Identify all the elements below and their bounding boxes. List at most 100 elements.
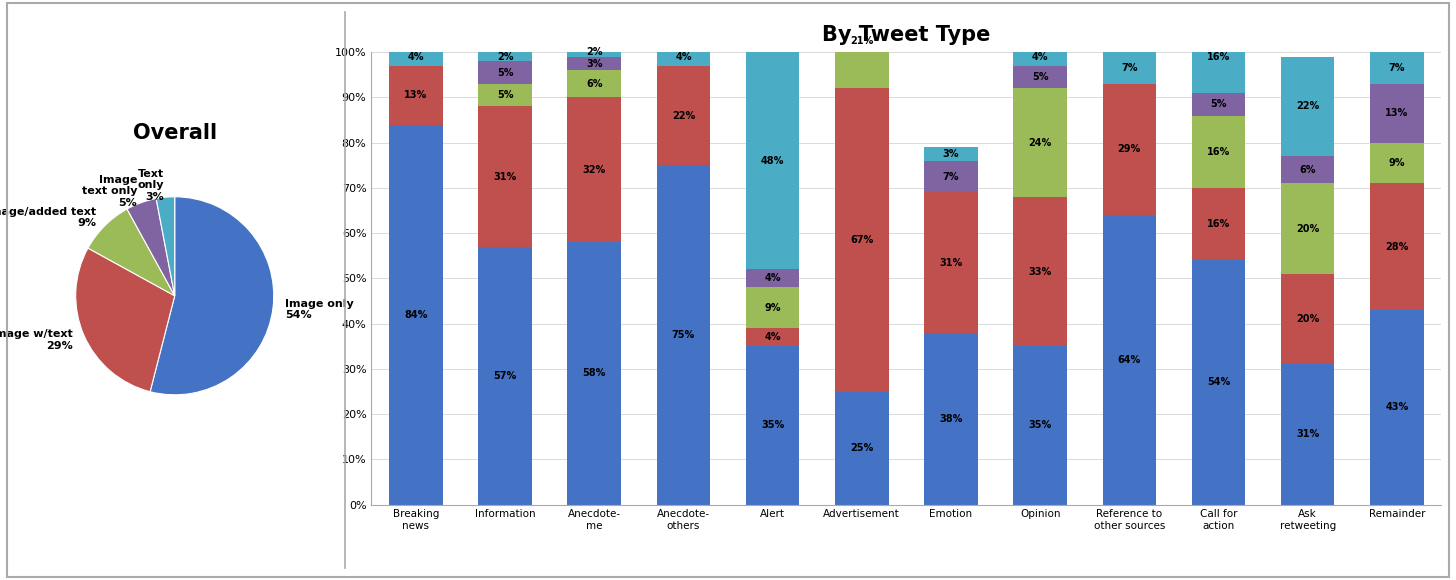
Bar	[478, 246, 531, 505]
Text: 16%: 16%	[1207, 52, 1230, 61]
Text: 31%: 31%	[494, 172, 517, 182]
Text: 13%: 13%	[1385, 108, 1408, 118]
Bar	[478, 107, 531, 246]
Bar	[478, 61, 531, 84]
Title: By Tweet Type: By Tweet Type	[823, 25, 990, 45]
Bar	[1370, 52, 1424, 84]
Bar	[568, 242, 622, 505]
Bar	[1370, 143, 1424, 183]
Bar	[1370, 84, 1424, 143]
Text: 64%: 64%	[1118, 355, 1142, 365]
Bar	[925, 193, 978, 333]
Text: 28%: 28%	[1385, 242, 1408, 252]
Bar	[925, 161, 978, 193]
Text: Image w/text
29%: Image w/text 29%	[0, 329, 73, 351]
Text: 54%: 54%	[1207, 378, 1230, 387]
Bar	[1013, 346, 1067, 505]
Text: 43%: 43%	[1385, 403, 1408, 412]
Text: 9%: 9%	[764, 303, 780, 313]
Bar	[478, 52, 531, 61]
Text: 2%: 2%	[496, 52, 514, 61]
Text: 7%: 7%	[942, 172, 960, 182]
Bar	[745, 328, 799, 346]
Bar	[1281, 183, 1335, 274]
Bar	[745, 269, 799, 288]
Bar	[389, 125, 443, 505]
Bar	[925, 147, 978, 161]
Wedge shape	[127, 198, 175, 296]
Wedge shape	[76, 248, 175, 392]
Text: 9%: 9%	[1389, 158, 1405, 168]
Text: 84%: 84%	[405, 310, 428, 320]
Bar	[836, 392, 888, 505]
Bar	[568, 48, 622, 57]
Text: 13%: 13%	[405, 90, 428, 100]
Text: 58%: 58%	[582, 368, 606, 378]
Text: 35%: 35%	[1028, 420, 1051, 430]
Text: 2%: 2%	[585, 47, 603, 57]
Bar	[389, 66, 443, 125]
Text: 4%: 4%	[764, 273, 780, 284]
Text: 16%: 16%	[1207, 147, 1230, 157]
Text: Text
only
3%: Text only 3%	[138, 169, 165, 202]
Bar	[1281, 274, 1335, 364]
Text: 38%: 38%	[939, 414, 962, 423]
Wedge shape	[156, 197, 175, 296]
Text: 33%: 33%	[1028, 267, 1051, 277]
Text: 22%: 22%	[671, 111, 695, 121]
Bar	[1191, 260, 1245, 505]
Bar	[745, 288, 799, 328]
Bar	[657, 48, 711, 66]
Bar	[1191, 20, 1245, 93]
Bar	[745, 346, 799, 505]
Bar	[1013, 197, 1067, 346]
Bar	[836, 0, 888, 88]
Text: Image
text only
5%: Image text only 5%	[82, 175, 137, 208]
Bar	[1013, 88, 1067, 197]
Text: 24%: 24%	[1028, 137, 1051, 148]
Wedge shape	[87, 209, 175, 296]
Text: 75%: 75%	[671, 330, 695, 340]
Bar	[657, 66, 711, 165]
Text: 16%: 16%	[1207, 219, 1230, 229]
Text: 7%: 7%	[1389, 63, 1405, 73]
Text: 7%: 7%	[1121, 63, 1137, 73]
Bar	[1013, 48, 1067, 66]
Text: 48%: 48%	[761, 156, 785, 166]
Bar	[1102, 215, 1156, 505]
Bar	[568, 57, 622, 70]
Bar	[657, 165, 711, 505]
Text: 4%: 4%	[1032, 52, 1048, 61]
Text: 31%: 31%	[1296, 429, 1319, 440]
Text: 31%: 31%	[939, 258, 962, 267]
Text: 3%: 3%	[942, 149, 960, 159]
Text: 21%: 21%	[850, 36, 874, 46]
Bar	[1281, 364, 1335, 505]
Bar	[1281, 156, 1335, 183]
Bar	[745, 52, 799, 269]
Text: 20%: 20%	[1296, 224, 1319, 234]
Bar	[478, 84, 531, 107]
Bar	[389, 48, 443, 66]
Bar	[1370, 183, 1424, 310]
Bar	[1191, 93, 1245, 115]
Text: 5%: 5%	[1032, 72, 1048, 82]
Bar	[568, 97, 622, 242]
Bar	[1102, 84, 1156, 215]
Text: Image/added text
9%: Image/added text 9%	[0, 206, 96, 228]
Bar	[1013, 66, 1067, 88]
Text: 29%: 29%	[1118, 144, 1142, 154]
Text: 4%: 4%	[676, 52, 692, 61]
Text: 67%: 67%	[850, 235, 874, 245]
Text: 6%: 6%	[585, 79, 603, 89]
Text: 6%: 6%	[1299, 165, 1316, 175]
Text: 4%: 4%	[764, 332, 780, 342]
Text: 32%: 32%	[582, 165, 606, 175]
Text: 5%: 5%	[496, 90, 514, 100]
Bar	[925, 333, 978, 505]
Text: 5%: 5%	[496, 67, 514, 78]
Title: Overall: Overall	[132, 123, 217, 143]
Text: Image only
54%: Image only 54%	[285, 299, 354, 321]
Bar	[1370, 310, 1424, 505]
Bar	[1281, 57, 1335, 156]
